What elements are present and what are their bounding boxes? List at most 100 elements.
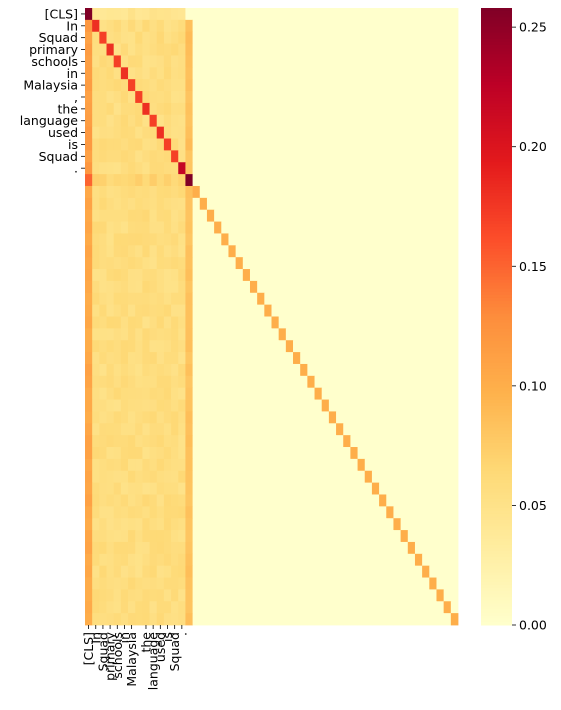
heatmap-cell <box>185 577 193 590</box>
heatmap-cell <box>343 506 351 519</box>
heatmap-cell <box>357 19 366 33</box>
heatmap-cell <box>235 447 244 460</box>
heatmap-cell <box>249 292 258 306</box>
heatmap-cell <box>400 399 409 412</box>
heatmap-cell <box>336 340 344 353</box>
heatmap-cell <box>393 565 402 578</box>
heatmap-cell <box>199 304 208 317</box>
heatmap-cell <box>171 233 179 246</box>
heatmap-cell <box>328 340 337 353</box>
heatmap-cell <box>429 55 437 68</box>
heatmap-cell <box>185 185 193 199</box>
heatmap-cell <box>436 197 445 211</box>
heatmap-cell <box>414 411 423 424</box>
heatmap-cell <box>343 221 351 234</box>
heatmap-cell <box>314 150 323 163</box>
heatmap-cell <box>422 565 430 578</box>
heatmap-cell <box>128 126 136 139</box>
heatmap-cell <box>450 8 459 21</box>
heatmap-cell <box>142 435 150 448</box>
heatmap-cell <box>429 589 437 602</box>
heatmap-cell <box>400 197 409 211</box>
heatmap-cell <box>386 387 394 400</box>
heatmap-cell <box>278 292 287 306</box>
heatmap-cell <box>235 221 244 234</box>
heatmap-cell <box>199 565 208 578</box>
heatmap-cell <box>242 518 251 531</box>
heatmap-cell <box>386 411 394 424</box>
heatmap-cell <box>228 375 237 389</box>
heatmap-cell <box>178 138 186 151</box>
heatmap-cell <box>264 363 272 377</box>
heatmap-cell <box>156 233 165 246</box>
heatmap-cell <box>128 589 136 602</box>
heatmap-cell <box>185 102 193 116</box>
heatmap-cell <box>264 577 272 590</box>
heatmap-cell <box>257 31 265 44</box>
x-tick-label: Squad <box>167 632 182 671</box>
heatmap-cell <box>156 340 165 353</box>
heatmap-cell <box>99 328 107 341</box>
colorbar-segment <box>481 57 512 61</box>
heatmap-cell <box>142 601 150 614</box>
heatmap-cell <box>192 8 201 21</box>
heatmap-cell <box>185 67 193 80</box>
heatmap-cell <box>163 79 172 92</box>
heatmap-cell <box>178 506 186 519</box>
heatmap-cell <box>293 138 301 151</box>
heatmap-cell <box>92 8 100 21</box>
heatmap-cell <box>257 55 265 68</box>
heatmap-cell <box>278 280 287 294</box>
heatmap-cell <box>192 79 201 92</box>
heatmap-cell <box>343 518 351 531</box>
heatmap-cell <box>228 8 237 21</box>
heatmap-cell <box>443 304 452 317</box>
colorbar-segment <box>481 35 512 40</box>
heatmap-cell <box>149 67 158 80</box>
colorbar-segment <box>481 384 512 388</box>
heatmap-cell <box>135 269 143 282</box>
heatmap-cell <box>400 423 409 436</box>
heatmap-cell <box>199 506 208 519</box>
heatmap-cell <box>422 174 430 187</box>
colorbar-segment <box>481 446 512 450</box>
colorbar-segment <box>481 23 512 28</box>
heatmap-cell <box>135 518 143 531</box>
colorbar-segment <box>481 362 512 367</box>
heatmap-cell <box>149 79 158 92</box>
heatmap-cell <box>92 185 100 199</box>
heatmap-cell <box>214 482 222 495</box>
heatmap-cell <box>156 114 165 128</box>
heatmap-cell <box>321 494 330 507</box>
heatmap-cell <box>249 197 258 211</box>
heatmap-cell <box>314 328 323 341</box>
heatmap-cell <box>228 55 237 68</box>
heatmap-cell <box>321 577 330 590</box>
heatmap-cell <box>414 613 423 626</box>
heatmap-cell <box>185 601 193 614</box>
heatmap-cell <box>407 67 416 80</box>
heatmap-cell <box>206 518 215 531</box>
heatmap-cell <box>314 411 323 424</box>
heatmap-cell <box>214 67 222 80</box>
colorbar-tick-label: 0.00 <box>519 618 547 633</box>
heatmap-cell <box>192 541 201 555</box>
colorbar-segment <box>481 427 512 432</box>
heatmap-cell <box>407 233 416 246</box>
heatmap-cell <box>407 126 416 139</box>
heatmap-cell <box>257 185 265 199</box>
heatmap-cell <box>386 91 394 104</box>
heatmap-cell <box>407 541 416 555</box>
heatmap-cell <box>163 245 172 258</box>
heatmap-cell <box>106 304 115 317</box>
heatmap-cell <box>307 91 315 104</box>
heatmap-cell <box>450 387 459 400</box>
heatmap-cell <box>135 233 143 246</box>
heatmap-cell <box>163 114 172 128</box>
heatmap-cell <box>393 553 402 567</box>
heatmap-cell <box>407 447 416 460</box>
heatmap-cell <box>386 55 394 68</box>
heatmap-cell <box>307 328 315 341</box>
heatmap-cell <box>85 494 93 507</box>
